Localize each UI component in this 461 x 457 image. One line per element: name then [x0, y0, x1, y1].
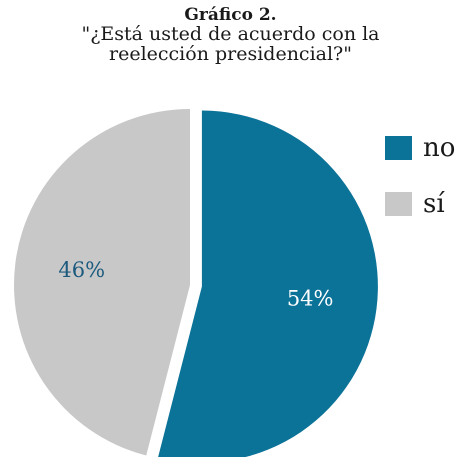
legend: no sí	[385, 133, 455, 219]
chart-title: Gráfico 2.	[184, 5, 277, 25]
slice-value-label-sí: 46%	[58, 258, 105, 282]
pie-slices	[14, 109, 378, 457]
title-block: Gráfico 2. "¿Está usted de acuerdo con l…	[0, 6, 461, 64]
pie-slice-sí	[14, 109, 190, 456]
legend-swatch-no	[385, 136, 412, 160]
slice-value-label-no: 54%	[287, 287, 334, 311]
legend-label-no: no	[423, 133, 455, 163]
pie-slice-labels: 54% 46%	[58, 258, 333, 311]
chart-subtitle: "¿Está usted de acuerdo con la reelecció…	[81, 23, 380, 65]
pie-slice-no	[158, 110, 378, 457]
legend-swatch-sí	[385, 192, 412, 216]
legend-label-sí: sí	[423, 189, 445, 219]
